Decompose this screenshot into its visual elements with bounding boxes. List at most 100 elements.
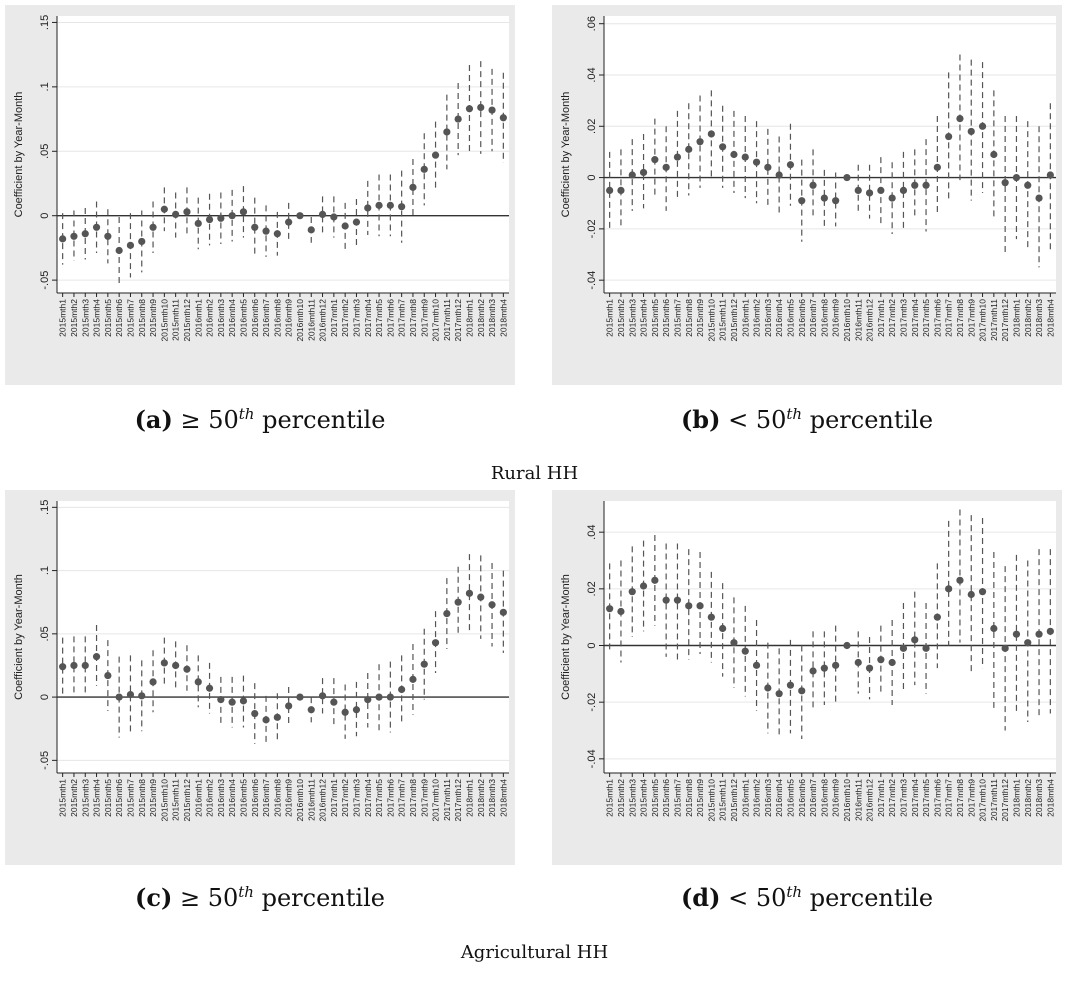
x-tick-label: 2015mth6 [661,299,671,337]
coefficient-point [854,186,862,195]
x-tick-label: 2016mth4 [227,299,237,337]
coefficient-point [251,709,259,718]
y-tick-label: .1 [39,566,51,575]
x-tick-label: 2017mth11 [442,299,452,341]
x-tick-label: 2016mth11 [306,299,316,341]
x-tick-label: 2016mth7 [808,299,818,337]
y-tick-label: -.04 [586,749,598,768]
coefficient-point [488,106,496,114]
x-tick-label: 2015mth3 [80,779,90,817]
x-tick-label: 2016mth5 [785,779,795,817]
x-tick-label: 2017mth5 [374,779,384,817]
x-tick-label: 2015mth6 [114,299,124,337]
x-tick-label: 2016mth6 [250,779,260,817]
y-tick-label: .05 [39,626,51,641]
coefficient-point [115,246,123,255]
x-tick-label: 2018mth3 [1034,779,1044,817]
coefficient-point [375,693,383,701]
coefficient-point [843,641,851,650]
coefficient-point [70,661,78,670]
x-tick-label: 2017mth7 [944,779,954,817]
caption-c-letter: (c) [135,883,173,912]
coefficient-point [956,114,964,123]
caption-b-rest: percentile [802,406,934,434]
x-tick-label: 2015mth5 [103,779,113,817]
x-tick-label: 2018mth1 [1011,779,1021,817]
coefficient-point [899,186,908,195]
coefficient-point [81,661,89,670]
x-tick-label: 2017mth10 [978,779,988,822]
coefficient-point [764,684,772,692]
coefficient-point [477,103,485,112]
coefficient-point [832,661,840,669]
coefficient-point [843,173,851,182]
x-tick-label: 2015mth6 [114,779,124,817]
coefficient-point [285,702,293,710]
x-tick-label: 2016mth11 [306,779,316,821]
coefficient-point [967,127,975,136]
x-tick-label: 2015mth10 [706,779,716,822]
x-tick-label: 2018mth2 [476,299,486,337]
coefficient-point [318,210,327,219]
coefficient-point [809,667,817,675]
coefficient-point [933,613,941,621]
coefficient-point [273,230,281,238]
coefficient-point [888,194,896,202]
coefficient-point [990,150,998,159]
x-tick-label: 2016mth8 [819,779,829,817]
coefficient-point [160,205,168,213]
coefficient-point [786,681,795,689]
coefficient-point [967,590,975,599]
caption-d: (d) < 50th percentile [567,883,1047,912]
caption-a-rest: percentile [254,406,386,434]
x-tick-label: 2016mth12 [865,299,875,342]
x-tick-label: 2017mth9 [966,779,976,817]
x-tick-label: 2015mth8 [684,779,694,817]
x-tick-label: 2018mth1 [1011,299,1021,337]
x-tick-label: 2017mth10 [431,779,441,822]
x-tick-label: 2015mth11 [171,299,181,341]
plot-area [604,16,1056,293]
panel-d: -.04 -.02 0 .02 .04 Coefficient by Year-Month… [552,490,1062,865]
x-tick-label: 2016mth2 [205,779,215,817]
panel-a: -.05 0 .05 .1 .15 Coefficient by Year-Month 20… [5,5,515,385]
coefficient-point [398,685,406,694]
coefficient-point [409,675,417,683]
y-tick-label: .02 [586,119,598,134]
x-tick-label: 2015mth9 [148,779,158,817]
x-tick-label: 2017mth10 [431,299,441,342]
coefficient-point [239,208,248,216]
x-tick-label: 2015mth9 [695,779,705,817]
coefficient-point [978,122,987,130]
x-tick-label: 2018mth2 [476,779,486,817]
x-tick-label: 2017mth2 [340,299,350,337]
x-tick-label: 2015mth12 [729,299,739,342]
x-tick-label: 2015mth12 [182,779,192,822]
x-tick-label: 2017mth7 [397,779,407,817]
x-tick-label: 2015mth5 [103,299,113,337]
coefficient-point [628,588,636,596]
coefficient-point [730,150,738,159]
x-tick-label: 2018mth4 [1045,779,1055,817]
x-tick-label: 2017mth4 [910,299,920,337]
coefficient-point [217,214,225,222]
coefficient-point [194,678,202,686]
x-tick-label: 2015mth8 [137,779,147,817]
y-tick-label: 0 [586,175,598,181]
x-tick-label: 2016mth2 [752,779,762,817]
chart-a: -.05 0 .05 .1 .15 Coefficient by Year-Month 20… [5,5,515,385]
x-tick-label: 2017mth12 [1000,779,1010,822]
coefficient-point [115,693,123,701]
x-tick-label: 2017mth8 [408,779,418,817]
coefficient-point [488,601,496,609]
x-tick-label: 2016mth11 [853,299,863,341]
caption-a-rel: ≥ 50 [180,406,239,434]
coefficient-point [877,186,885,195]
x-tick-label: 2017mth11 [442,779,452,821]
coefficient-point [651,156,659,164]
x-tick-label: 2015mth10 [159,779,169,822]
coefficient-point [443,128,451,136]
coefficient-point [1046,171,1054,179]
x-tick-label: 2017mth12 [453,299,463,342]
